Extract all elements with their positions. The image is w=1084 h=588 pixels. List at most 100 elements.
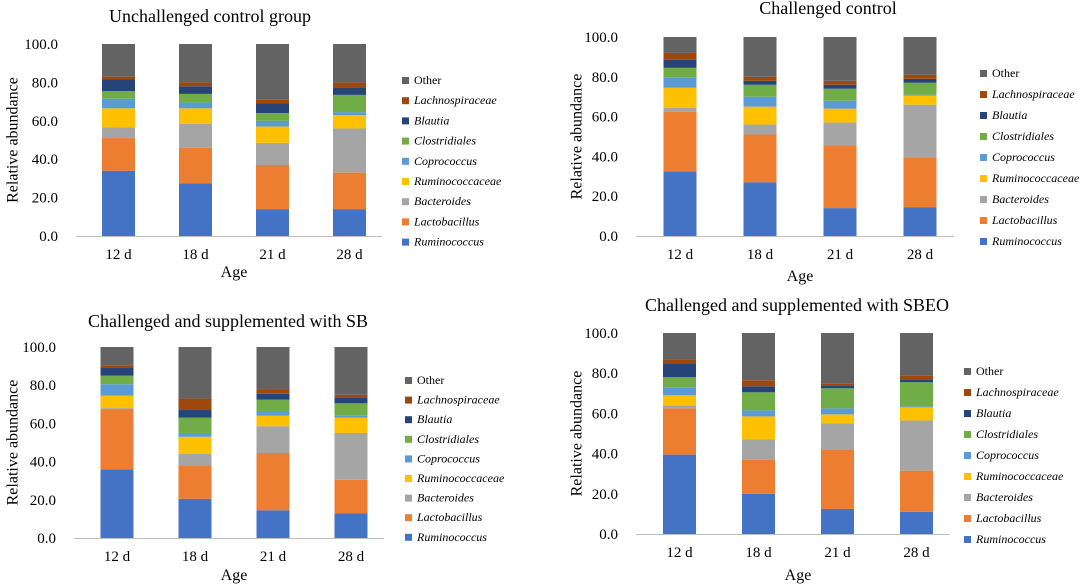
legend-label-lachnospiraceae: Lachnospiraceae <box>416 393 500 407</box>
y-tick-label: 100.0 <box>24 37 58 53</box>
bar-segment-ruminococcus-12d <box>663 454 696 534</box>
y-tick-label: 20.0 <box>592 487 618 503</box>
legend-label-other: Other <box>992 66 1019 80</box>
legend-label-bacteroides: Bacteroides <box>414 194 471 208</box>
bar-segment-blautia-28d <box>900 379 933 383</box>
bar-segment-ruminococcaceae-12d <box>100 395 134 409</box>
x-tick-label: 21 d <box>824 545 851 561</box>
bar-segment-lachnospiraceae-18d <box>743 76 777 81</box>
bar-segment-clostridiales-21d <box>256 399 290 411</box>
legend-label-ruminococcaceae: Ruminococcaceae <box>416 471 505 485</box>
legend-label-clostridiales: Clostridiales <box>414 134 476 148</box>
bar-segment-blautia-28d <box>333 87 366 95</box>
bar-segment-coprococcus-28d <box>903 94 937 96</box>
bar-segment-bacteroides-18d <box>743 124 777 135</box>
bar-segment-lactobacillus-12d <box>663 408 696 455</box>
legend-swatch-clostridiales <box>964 431 971 438</box>
legend-label-ruminococcus: Ruminococcus <box>975 532 1046 546</box>
bar-segment-bacteroides-21d <box>821 423 854 450</box>
x-tick-label: 28 d <box>338 549 365 565</box>
bar-segment-ruminococcus-28d <box>334 513 368 538</box>
bar-segment-other-21d <box>256 44 289 100</box>
bar-segment-ruminococcaceae-18d <box>743 106 777 125</box>
bar-segment-blautia-18d <box>178 410 212 418</box>
legend-swatch-lachnospiraceae <box>980 91 987 98</box>
legend-label-other: Other <box>414 73 441 87</box>
panel-challenged-sb: Challenged and supplemented with SB Relat… <box>5 311 505 584</box>
bar-segment-clostridiales-28d <box>903 82 937 95</box>
bar-segment-blautia-18d <box>743 80 777 85</box>
legend-swatch-blautia <box>402 117 409 125</box>
legend-swatch-coprococcus <box>980 154 987 161</box>
y-tick-label: 80.0 <box>32 75 58 91</box>
bar-segment-lachnospiraceae-12d <box>663 359 696 364</box>
bar-segment-coprococcus-18d <box>179 102 212 109</box>
y-tick-label: 0.0 <box>599 527 618 543</box>
bar-segment-ruminococcaceae-28d <box>333 115 366 129</box>
y-axis-label: Relative abundance <box>5 77 22 203</box>
bar-segment-coprococcus-21d <box>256 120 289 127</box>
bar-segment-lachnospiraceae-12d <box>100 365 134 369</box>
legend-label-other: Other <box>417 373 444 387</box>
y-tick-label: 100.0 <box>584 326 618 342</box>
legend-label-clostridiales: Clostridiales <box>417 432 479 446</box>
bar-segment-bacteroides-21d <box>256 142 289 165</box>
y-tick-label: 0.0 <box>599 229 618 245</box>
legend-swatch-blautia <box>980 112 987 119</box>
bar-segment-clostridiales-12d <box>100 375 134 385</box>
bar-segment-blautia-28d <box>903 78 937 83</box>
bar-segment-lactobacillus-18d <box>743 134 777 183</box>
legend-swatch-other <box>964 368 971 375</box>
bar-segment-coprococcus-12d <box>663 77 697 88</box>
bar-segment-other-28d <box>333 44 366 83</box>
legend-label-lachnospiraceae: Lachnospiraceae <box>975 385 1059 399</box>
bar-segment-ruminococcaceae-18d <box>742 416 775 440</box>
y-tick-label: 0.0 <box>39 229 58 245</box>
y-tick-label: 20.0 <box>592 189 618 205</box>
legend-swatch-lactobacillus <box>405 514 412 522</box>
y-tick-label: 100.0 <box>22 340 56 356</box>
x-tick-label: 12 d <box>104 549 131 565</box>
bar-segment-lachnospiraceae-28d <box>900 375 933 380</box>
bar-segment-coprococcus-28d <box>900 406 933 408</box>
y-tick-label: 60.0 <box>32 114 58 130</box>
bar-segment-ruminococcus-12d <box>663 171 697 236</box>
bar-segment-clostridiales-28d <box>334 403 368 416</box>
legend-label-blautia: Blautia <box>976 406 1011 420</box>
bar-segment-lactobacillus-28d <box>333 172 366 210</box>
x-tick-label: 21 d <box>259 247 286 263</box>
x-tick-label: 28 d <box>903 545 930 561</box>
bar-segment-lactobacillus-28d <box>903 157 937 208</box>
bar-segment-lachnospiraceae-21d <box>256 99 289 104</box>
bar-segment-other-21d <box>823 37 857 81</box>
bar-segment-lactobacillus-18d <box>178 465 212 499</box>
y-tick-label: 80.0 <box>592 70 618 86</box>
x-axis-label: Age <box>785 567 812 584</box>
bar-segment-lachnospiraceae-21d <box>256 389 290 394</box>
bar-segment-blautia-21d <box>256 103 289 114</box>
panel-challenged-sbeo: Challenged and supplemented with SBEO Rel… <box>569 295 1064 584</box>
legend-label-lactobacillus: Lactobacillus <box>991 213 1058 227</box>
bar-segment-ruminococcaceae-12d <box>663 395 696 406</box>
bar-segment-other-28d <box>334 347 368 395</box>
legend-swatch-bacteroides <box>980 196 987 203</box>
bar-segment-coprococcus-18d <box>742 410 775 417</box>
bar-segment-ruminococcaceae-21d <box>823 108 857 123</box>
bar-segment-other-28d <box>903 37 937 75</box>
bar-segment-ruminococcaceae-28d <box>334 417 368 433</box>
legend-label-lactobacillus: Lactobacillus <box>413 214 480 228</box>
bar-segment-lachnospiraceae-28d <box>333 82 366 88</box>
x-axis-label: Age <box>787 268 814 285</box>
y-tick-label: 40.0 <box>30 455 56 471</box>
bar-segment-ruminococcaceae-12d <box>663 87 697 108</box>
bar-segment-other-28d <box>900 333 933 376</box>
bar-segment-blautia-28d <box>334 397 368 404</box>
bar-segment-bacteroides-18d <box>742 439 775 460</box>
bar-segment-coprococcus-28d <box>333 112 366 116</box>
legend-label-coprococcus: Coprococcus <box>414 154 477 168</box>
legend-label-lactobacillus: Lactobacillus <box>416 510 483 524</box>
legend-swatch-lachnospiraceae <box>402 97 409 105</box>
bar-segment-coprococcus-21d <box>256 410 290 416</box>
legend-swatch-bacteroides <box>964 494 971 501</box>
